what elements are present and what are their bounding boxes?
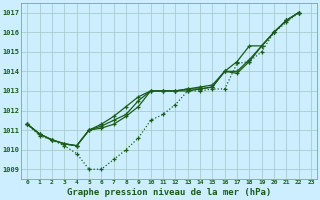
X-axis label: Graphe pression niveau de la mer (hPa): Graphe pression niveau de la mer (hPa): [67, 188, 271, 197]
